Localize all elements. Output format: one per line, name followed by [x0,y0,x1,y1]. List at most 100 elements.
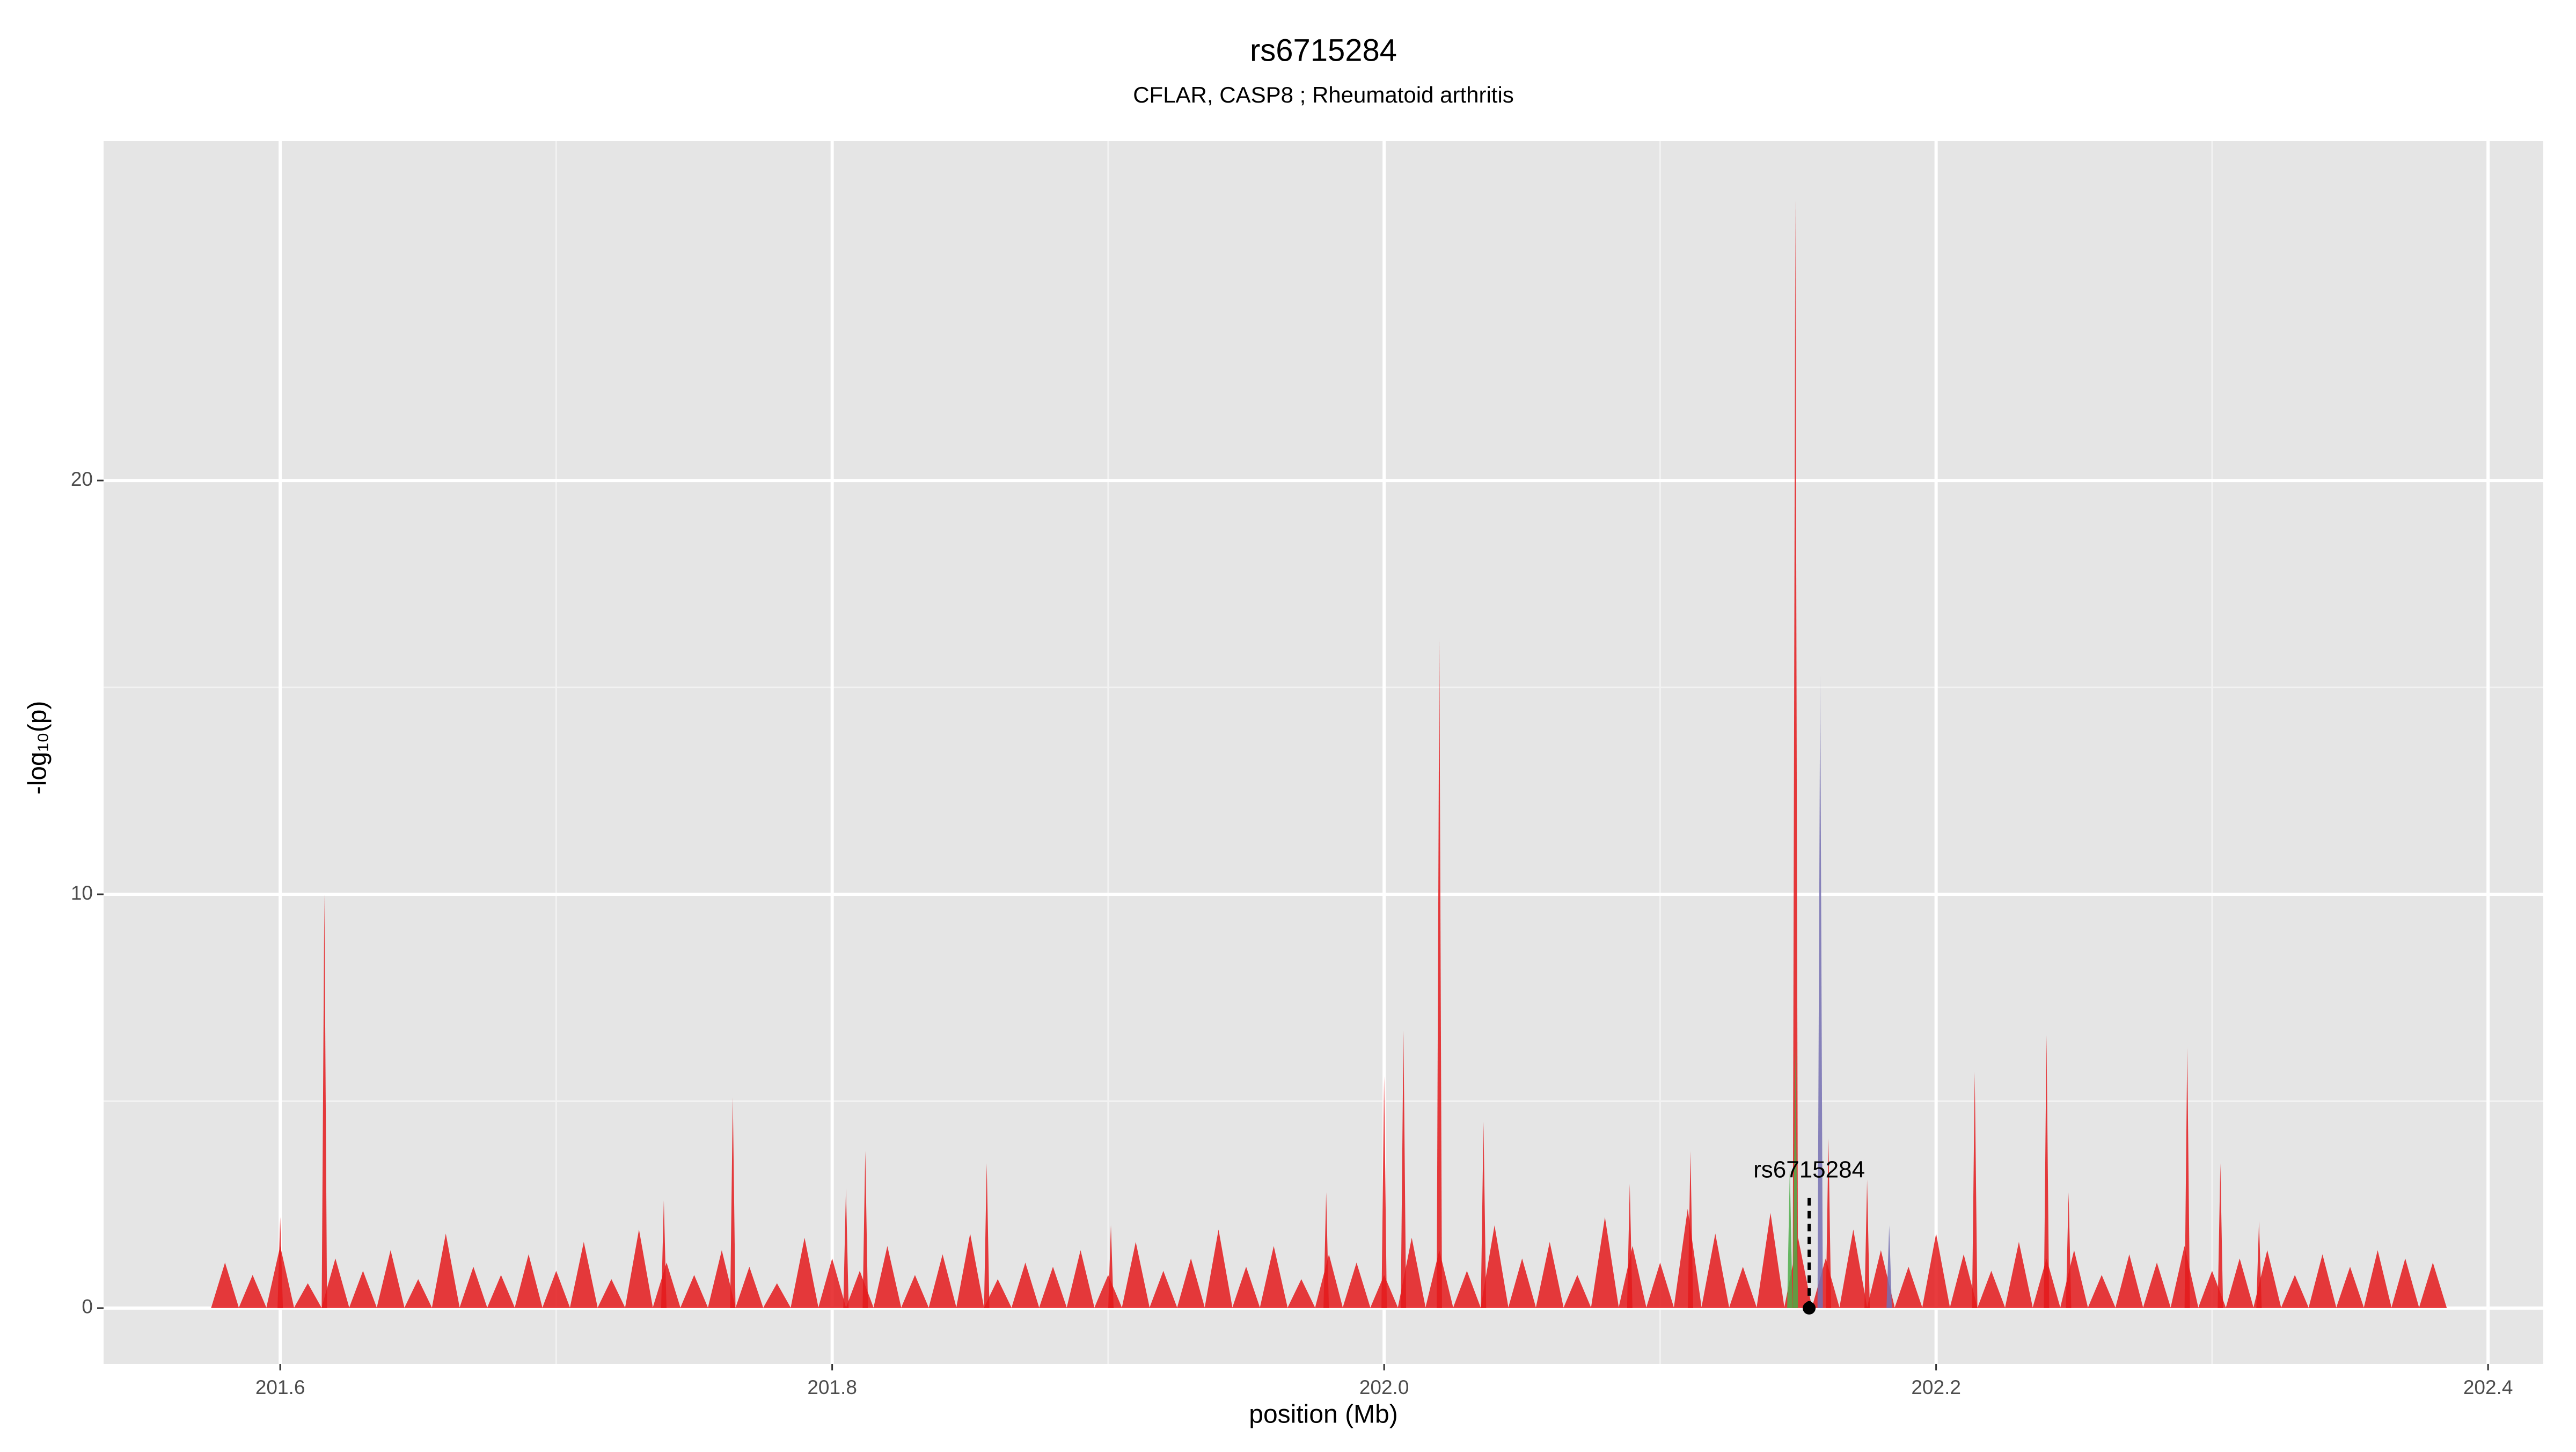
spike [1204,1229,1233,1308]
spike [1232,1266,1261,1308]
spike [2088,1275,2116,1308]
spike [1792,199,1798,1308]
spike [1122,1242,1150,1308]
spike [431,1234,460,1308]
y-tick-label: 0 [82,1296,93,1318]
spike [984,1163,990,1308]
spike [597,1279,626,1308]
spike [818,1258,846,1308]
spike [1687,1150,1693,1308]
spike [569,1242,598,1308]
spike [1817,675,1823,1308]
annotation-point [1803,1301,1816,1315]
spike [1066,1250,1095,1308]
spike [1618,1246,1646,1308]
spike [1839,1229,1868,1308]
spike [2391,1258,2419,1308]
spike [1149,1271,1177,1308]
spike [277,1217,283,1308]
spike [763,1283,791,1308]
spike [730,1097,736,1308]
spike [1972,1072,1978,1308]
spike [1535,1242,1564,1308]
spike [653,1263,681,1308]
spike [1922,1234,1950,1308]
spike [2419,1263,2447,1308]
spike [1436,638,1442,1308]
spike [680,1275,708,1308]
x-tick-label: 202.4 [2463,1376,2513,1398]
spike [1287,1279,1315,1308]
spike [2184,1047,2190,1308]
spike [1729,1266,1757,1308]
spike [1826,1138,1832,1308]
spike [2363,1250,2392,1308]
spike [984,1279,1012,1308]
spike [1701,1234,1730,1308]
spike [1108,1225,1114,1308]
spike [2336,1266,2365,1308]
spike [1323,1192,1329,1308]
spike [2308,1254,2337,1308]
spike [2256,1221,2262,1308]
spike [1315,1254,1343,1308]
spike [1563,1275,1592,1308]
spike [1646,1263,1674,1308]
spike [321,1258,349,1308]
spike [376,1250,405,1308]
y-tick-label: 20 [71,468,93,490]
spike [862,1150,868,1308]
spike [2226,1258,2254,1308]
spike [1627,1184,1633,1308]
marks: rs6715284 [211,199,2447,1315]
spike [2218,1163,2223,1308]
spike [211,1263,239,1308]
spike [404,1279,433,1308]
spike [1894,1266,1923,1308]
spike [1094,1275,1122,1308]
spike [1591,1217,1619,1308]
spike [791,1237,819,1308]
x-tick-label: 202.0 [1359,1376,1409,1398]
y-tick-label: 10 [71,882,93,904]
spike [349,1271,377,1308]
spike [1401,1031,1407,1308]
spike [1481,1122,1487,1308]
spike [1977,1271,2006,1308]
spike [1453,1271,1481,1308]
spike [1757,1213,1785,1308]
spike [661,1200,667,1308]
spike [901,1275,929,1308]
spike [928,1254,957,1308]
spike [1039,1266,1067,1308]
spike [238,1275,267,1308]
x-tick-label: 202.2 [1911,1376,1961,1398]
spike [2004,1242,2033,1308]
plot-panel [104,141,2543,1364]
spike [1508,1258,1536,1308]
spike [707,1250,736,1308]
annotation-label: rs6715284 [1753,1157,1865,1183]
spike [843,1188,849,1308]
spike [1792,1047,1798,1308]
spike [956,1234,984,1308]
spike [2143,1263,2171,1308]
spike [625,1229,653,1308]
x-tick-label: 201.8 [807,1376,857,1398]
spike [2281,1275,2309,1308]
y-axis-title: -log₁₀(p) [24,701,52,795]
chart-title: rs6715284 [1250,33,1397,68]
spike [1260,1246,1288,1308]
x-tick-label: 201.6 [255,1376,305,1398]
spike [2066,1192,2072,1308]
spike [735,1266,764,1308]
spike [873,1246,902,1308]
spike [1177,1258,1205,1308]
spike [1480,1225,1509,1308]
spike [1950,1254,1978,1308]
spike [1381,1076,1387,1308]
spike [2115,1254,2143,1308]
spike [1787,1167,1793,1308]
